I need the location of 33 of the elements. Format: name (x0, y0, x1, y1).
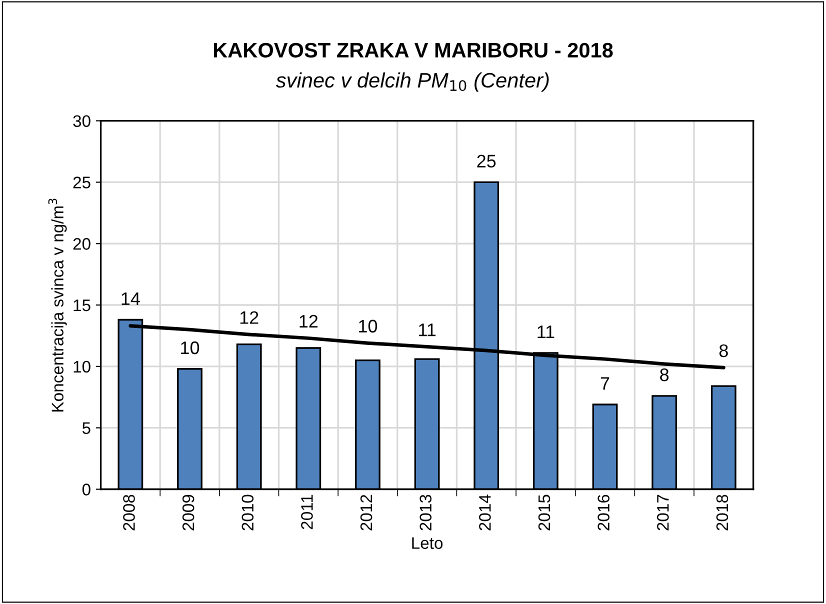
data-label: 14 (122, 292, 140, 305)
data-label: 7 (600, 377, 610, 390)
y-tick-label: 20 (73, 238, 90, 250)
y-tick-label: 25 (73, 176, 90, 188)
x-tick-label: 2015 (538, 494, 550, 530)
y-tick-label: 15 (74, 300, 90, 312)
data-label: 12 (300, 314, 318, 328)
y-axis-title: Koncentracija svinca v ng/m$^{3}$ (48, 198, 67, 412)
x-axis-title: Leto (412, 537, 443, 549)
y-tick-label: 30 (73, 115, 90, 128)
chart-subtitle: svinec v delcih PM$_{10}$ (Center) (276, 72, 549, 92)
x-tick-label: 2017 (657, 494, 669, 530)
x-tick-label: 2018 (716, 494, 728, 530)
x-tick-label: 2016 (598, 494, 610, 530)
x-tick-label: 2014 (479, 494, 491, 530)
x-tick-label: 2010 (242, 494, 254, 530)
x-tick-label: 2008 (123, 494, 135, 530)
x-tick-label: 2009 (182, 494, 194, 530)
x-tick-label: 2011 (301, 494, 313, 530)
data-label: 11 (538, 326, 554, 338)
data-label: 10 (359, 320, 378, 333)
data-label: 10 (181, 341, 200, 354)
data-label: 8 (660, 368, 669, 382)
y-tick-label: 0 (82, 484, 90, 496)
y-tick-label: 10 (74, 360, 90, 373)
y-tick-label: 5 (82, 422, 90, 434)
x-tick-label: 2012 (360, 494, 372, 530)
x-tick-label: 2013 (420, 494, 432, 530)
chart-title: KAKOVOST ZRAKA V MARIBORU - 2018 (214, 42, 613, 58)
data-label: 12 (240, 311, 258, 324)
data-label: 8 (719, 344, 728, 358)
data-label: 25 (477, 154, 496, 168)
data-label: 11 (419, 324, 436, 336)
